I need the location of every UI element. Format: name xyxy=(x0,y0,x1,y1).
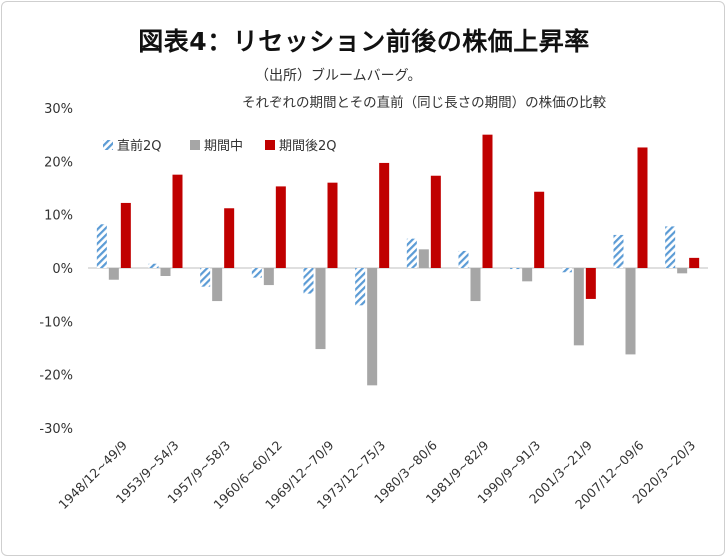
x-axis-labels: 1948/12~49/91953/9~54/31957/9~58/31960/6… xyxy=(55,437,698,512)
during-bar xyxy=(625,268,636,355)
post-2q-bar xyxy=(327,182,338,268)
during-bar xyxy=(418,249,429,268)
pre-2q-bar xyxy=(96,224,107,268)
during-bar xyxy=(263,268,274,286)
legend-pre-2q-swatch xyxy=(103,140,113,150)
post-2q-bar xyxy=(534,191,545,268)
pre-2q-bar xyxy=(251,268,262,278)
y-tick-label: 20% xyxy=(44,155,73,170)
during-bar xyxy=(677,268,688,274)
pre-2q-bar xyxy=(665,226,676,268)
post-2q-bar xyxy=(482,134,493,268)
during-bar xyxy=(160,268,171,276)
legend-post-2q-label: 期間後2Q xyxy=(279,139,337,154)
pre-2q-bar xyxy=(561,268,572,273)
pre-2q-bar xyxy=(355,268,366,306)
pre-2q-bar xyxy=(613,234,624,268)
pre-2q-bar xyxy=(148,263,159,268)
y-tick-label: 0% xyxy=(52,262,73,277)
post-2q-bar xyxy=(637,147,648,268)
during-bar xyxy=(108,268,119,280)
bars xyxy=(96,134,700,386)
post-2q-bar xyxy=(120,202,131,268)
post-2q-bar xyxy=(689,257,700,268)
chart-subtitle: それぞれの期間とその直前（同じ長さの期間）の株価の比較 xyxy=(242,95,607,111)
pre-2q-bar xyxy=(406,238,417,268)
during-bar xyxy=(367,268,378,386)
legend-during-label: 期間中 xyxy=(204,139,243,154)
legend: 直前2Q 期間中 期間後2Q xyxy=(103,138,337,154)
y-tick-label: 10% xyxy=(44,209,73,224)
pre-2q-bar xyxy=(303,268,314,294)
y-tick-label: -20% xyxy=(39,369,73,384)
post-2q-bar xyxy=(275,186,286,268)
legend-post-2q-swatch xyxy=(265,140,275,150)
during-bar xyxy=(573,268,584,346)
y-tick-label: -30% xyxy=(39,422,73,437)
post-2q-bar xyxy=(379,162,390,268)
pre-2q-bar xyxy=(510,268,521,270)
chart-title: 図表4：リセッション前後の株価上昇率 xyxy=(138,27,590,56)
during-bar xyxy=(315,268,326,350)
during-bar xyxy=(470,268,481,302)
post-2q-bar xyxy=(430,175,441,268)
post-2q-bar xyxy=(585,268,596,299)
during-bar xyxy=(212,268,223,302)
y-tick-label: -10% xyxy=(39,315,73,330)
post-2q-bar xyxy=(224,208,235,268)
legend-pre-2q-label: 直前2Q xyxy=(117,138,162,154)
legend-during-swatch xyxy=(190,140,200,150)
during-bar xyxy=(522,268,533,282)
pre-2q-bar xyxy=(458,250,469,268)
pre-2q-bar xyxy=(200,268,211,287)
post-2q-bar xyxy=(172,174,183,268)
chart-source: （出所）ブルームバーグ。 xyxy=(255,68,422,84)
y-axis-ticks: -30% -20% -10% 0% 10% 20% 30% xyxy=(39,102,73,437)
y-tick-label: 30% xyxy=(44,102,73,117)
